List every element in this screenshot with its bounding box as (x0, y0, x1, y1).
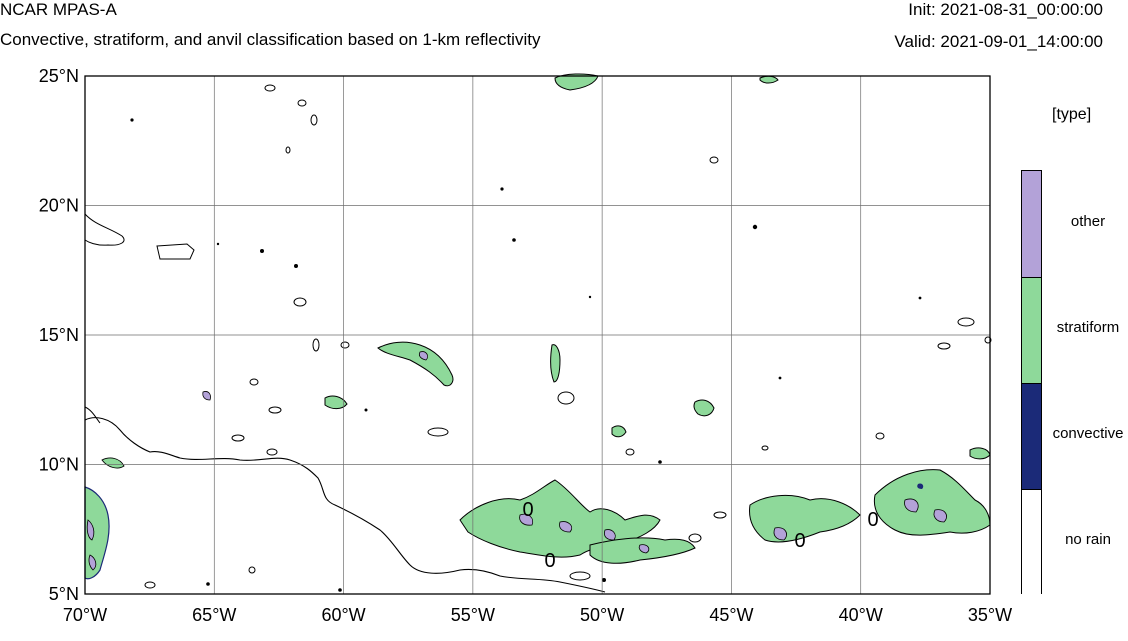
precip-cells-scattered (202, 73, 991, 460)
longitude-tick-label: 65°W (192, 605, 236, 625)
axis-tick-labels: 70°W 65°W 60°W 55°W 50°W 45°W 40°W 35°W 25°N 20°N… (39, 66, 1012, 625)
longitude-tick-label: 40°W (839, 605, 883, 625)
map-gridlines (85, 76, 990, 594)
longitude-tick-label: 55°W (451, 605, 495, 625)
legend-label-no-rain: no rain (1065, 531, 1111, 548)
south-america-coastline (84, 417, 606, 593)
small-contour-cells (144, 84, 992, 589)
longitude-tick-label: 35°W (968, 605, 1012, 625)
precip-cluster-east (749, 469, 991, 543)
legend-swatch-convective (1022, 383, 1041, 489)
plot-subtitle: Convective, stratiform, and anvil classi… (0, 30, 541, 49)
init-time: Init: 2021-08-31_00:00:00 (908, 0, 1103, 19)
legend-swatch-no-rain (1022, 489, 1041, 595)
contour-label-layer: 0 0 0 0 (522, 499, 878, 572)
weather-features (84, 73, 992, 593)
latitude-tick-label: 25°N (39, 66, 79, 86)
longitude-tick-label: 45°W (709, 605, 753, 625)
latitude-tick-label: 5°N (49, 584, 79, 604)
precip-cluster-central (459, 479, 696, 564)
latitude-tick-label: 10°N (39, 455, 79, 475)
legend-colorbar (1021, 170, 1042, 595)
legend-swatch-stratiform (1022, 277, 1041, 383)
precip-cluster-north-central (377, 341, 454, 387)
contour-value-label: 0 (867, 509, 878, 531)
convective-dots (130, 118, 922, 592)
valid-time: Valid: 2021-09-01_14:00:00 (894, 32, 1103, 51)
longitude-tick-label: 50°W (580, 605, 624, 625)
legend-label-stratiform: stratiform (1056, 319, 1120, 336)
legend-label-other: other (1070, 213, 1106, 230)
longitude-tick-label: 60°W (321, 605, 365, 625)
hispaniola-coast (84, 213, 125, 246)
contour-value-label: 0 (794, 530, 805, 552)
model-title: NCAR MPAS-A (0, 0, 117, 19)
legend-swatch-other (1022, 171, 1041, 277)
caribbean-coast-west (84, 406, 101, 424)
contour-value-label: 0 (544, 550, 555, 572)
contour-value-label: 0 (522, 499, 533, 521)
puerto-rico-outline (156, 243, 195, 260)
precip-cluster-west-edge (84, 457, 125, 580)
latitude-tick-label: 15°N (39, 325, 79, 345)
longitude-tick-label: 70°W (63, 605, 107, 625)
map-frame (84, 75, 991, 595)
legend-title: [type] (1052, 106, 1092, 123)
legend-label-convective: convective (1052, 425, 1124, 442)
latitude-tick-label: 20°N (39, 196, 79, 216)
